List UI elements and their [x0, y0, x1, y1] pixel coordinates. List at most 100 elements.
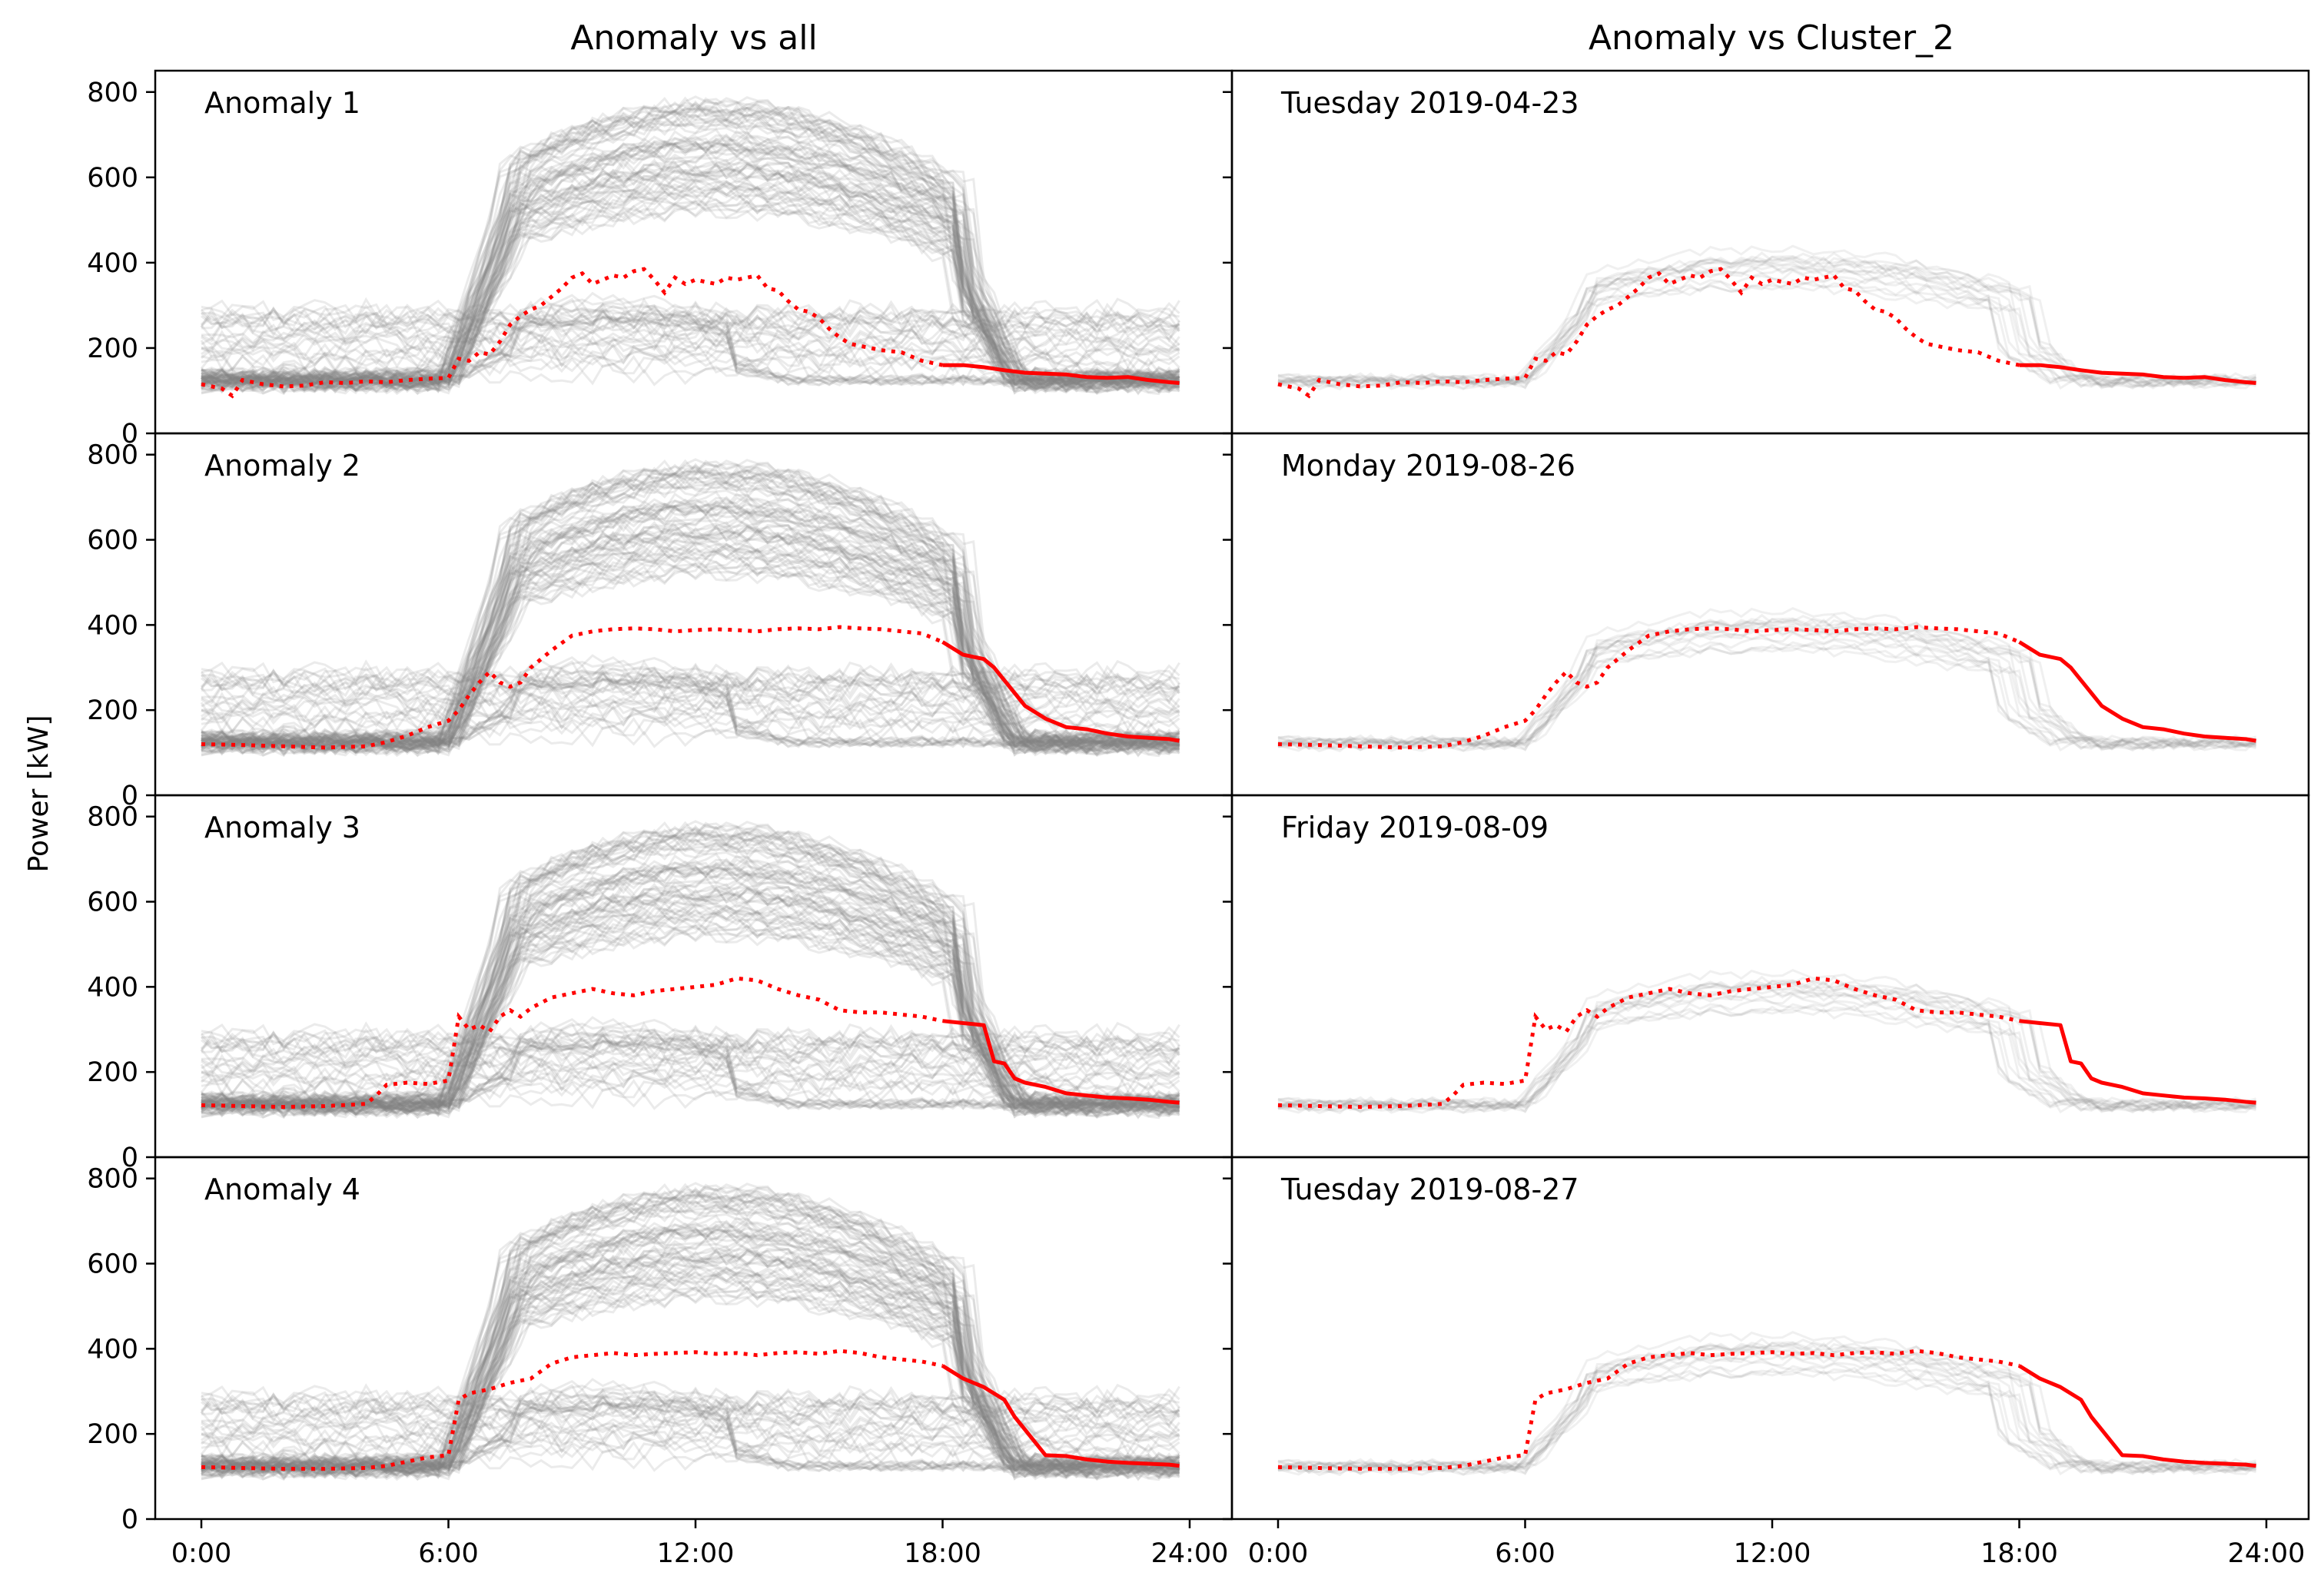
background-curve [201, 1252, 1180, 1477]
background-curve [200, 1392, 1180, 1417]
background-curve [201, 178, 1180, 390]
panel-label: Anomaly 4 [204, 1173, 360, 1206]
background-curve [201, 847, 1180, 1116]
plot-area [200, 1182, 1180, 1481]
background-curve [201, 181, 1180, 396]
background-curve [201, 864, 1180, 1110]
background-curve [201, 128, 1180, 390]
background-curve [1277, 1352, 2257, 1477]
panel-4: Monday 2019-08-26 [1223, 432, 2310, 797]
background-curve [201, 924, 1180, 1113]
background-curve [201, 115, 1180, 393]
background-curve [1277, 625, 2256, 750]
background-curve [1277, 622, 2256, 752]
background-curve [201, 722, 1180, 749]
panel-label: Tuesday 2019-04-23 [1280, 86, 1579, 120]
background-curve [201, 136, 1180, 395]
background-curve [201, 466, 1180, 756]
background-curve [201, 886, 1180, 1117]
background-curve [1277, 979, 2256, 1110]
background-curve [201, 308, 1180, 386]
background-curve [201, 824, 1180, 1116]
background-curve [201, 197, 1180, 386]
background-curve [201, 134, 1180, 392]
background-curve [201, 320, 1180, 346]
panel-6: Friday 2019-08-09 [1223, 794, 2310, 1159]
y-tick-label: 400 [87, 248, 138, 279]
background-curve [1277, 984, 2256, 1113]
background-curve [1277, 254, 2257, 387]
background-curve [201, 1226, 1180, 1473]
background-curve [201, 166, 1180, 391]
panel-3: 0 200 400 600 800 Anomaly 2 [87, 432, 1233, 811]
background-curve [1277, 975, 2256, 1111]
background-curve [201, 1286, 1180, 1475]
background-curve [201, 547, 1180, 755]
anomaly-line-solid [2018, 640, 2257, 743]
background-curve [1277, 626, 2256, 749]
background-curve [201, 1280, 1180, 1472]
y-tick-label: 200 [87, 1419, 138, 1450]
background-curve [201, 861, 1180, 1120]
background-curve [201, 1394, 1180, 1472]
background-curve [200, 1075, 1180, 1099]
background-curve [201, 1021, 1180, 1047]
background-curve [1277, 1331, 2257, 1471]
background-curve [201, 659, 1180, 685]
background-curve [201, 866, 1180, 1113]
background-curve [1277, 1361, 2256, 1472]
background-curve [201, 108, 1180, 393]
background-curve [201, 193, 1180, 387]
background-curve [201, 297, 1180, 386]
background-curve [200, 149, 1180, 387]
panel-label: Tuesday 2019-08-27 [1280, 1173, 1579, 1206]
background-curve [201, 706, 1180, 731]
background-curve [200, 168, 1180, 385]
y-tick-label: 600 [87, 526, 138, 556]
background-curve [1277, 643, 2257, 748]
background-curve [201, 184, 1180, 393]
background-curve [201, 838, 1180, 1106]
background-curve [201, 503, 1180, 749]
background-curve [201, 307, 1180, 331]
background-curve [200, 1030, 1180, 1055]
background-curve [201, 525, 1180, 748]
plot-area [1277, 244, 2257, 399]
background-curve [201, 1036, 1180, 1062]
background-curve [201, 537, 1180, 748]
background-curve [201, 887, 1180, 1110]
background-curve [201, 469, 1180, 746]
background-curve [200, 881, 1180, 1116]
background-curve [201, 1398, 1180, 1473]
background-curve [201, 674, 1180, 700]
background-curve [201, 328, 1180, 353]
background-curve [1277, 1365, 2257, 1471]
background-curve [1277, 641, 2257, 748]
anomaly-line-dotted [1277, 625, 2020, 750]
background-curve [201, 1392, 1180, 1417]
background-curve [201, 831, 1180, 1116]
x-tick-label: 18:00 [1980, 1538, 2058, 1569]
background-curve [200, 311, 1180, 336]
background-curve [201, 496, 1180, 752]
background-curve [201, 144, 1180, 395]
background-curve [201, 114, 1180, 388]
background-curve [201, 531, 1180, 749]
background-curve [201, 1390, 1180, 1415]
background-curve [1277, 617, 2256, 748]
y-axis-label: Power [kW] [23, 715, 55, 873]
background-curve [201, 481, 1180, 755]
anomaly-line-solid [942, 1019, 1180, 1105]
background-curve [201, 559, 1180, 745]
background-curve [201, 1228, 1180, 1475]
background-curve [201, 560, 1180, 748]
background-curve [201, 1183, 1180, 1468]
x-tick-label: 12:00 [1734, 1538, 1811, 1569]
background-curve [201, 909, 1180, 1117]
background-curve [201, 539, 1180, 756]
background-curve [1277, 284, 2256, 389]
background-curve [201, 513, 1180, 754]
background-curve [201, 499, 1180, 746]
background-curve [201, 503, 1180, 748]
